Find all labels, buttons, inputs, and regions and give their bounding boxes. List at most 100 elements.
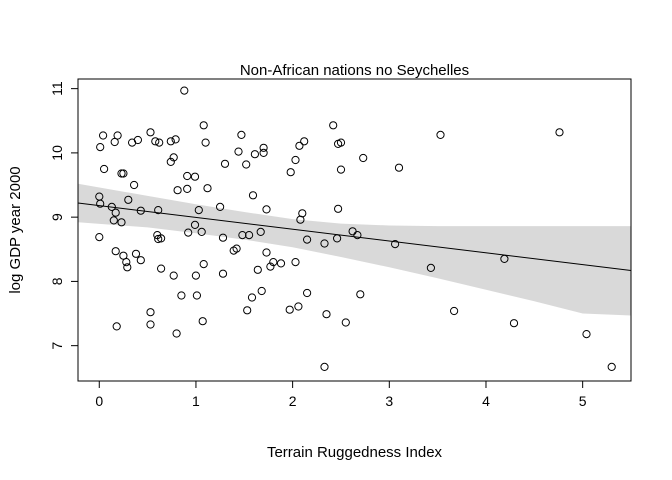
data-point: [450, 306, 459, 316]
data-point: [117, 218, 126, 227]
data-point: [190, 220, 200, 229]
data-point: [171, 135, 180, 144]
data-point: [113, 131, 122, 140]
data-point: [303, 235, 312, 244]
data-point: [173, 186, 182, 195]
data-point: [146, 308, 155, 317]
data-point: [133, 135, 142, 145]
data-point: [555, 128, 564, 137]
data-point: [391, 240, 400, 249]
data-point: [107, 202, 116, 211]
data-point: [303, 288, 312, 298]
data-point: [172, 329, 181, 338]
data-point: [250, 150, 259, 159]
data-point: [247, 293, 257, 302]
data-point: [237, 130, 246, 139]
data-point: [151, 137, 160, 146]
data-point: [607, 362, 616, 371]
data-point: [154, 206, 163, 215]
data-point: [259, 143, 268, 152]
data-point: [294, 302, 303, 311]
data-point: [509, 319, 519, 328]
y-tick-label: 10: [49, 145, 65, 161]
data-point: [157, 264, 166, 273]
data-point: [203, 184, 212, 193]
data-point: [426, 263, 435, 272]
data-point: [166, 157, 175, 166]
y-tick-label: 7: [49, 342, 65, 350]
x-axis-label: Terrain Ruggedness Index: [267, 444, 443, 461]
data-point: [111, 208, 120, 217]
data-point: [291, 155, 300, 165]
data-point: [169, 153, 178, 162]
data-point: [333, 234, 342, 243]
data-point: [146, 128, 155, 137]
data-point: [243, 306, 252, 315]
data-point: [216, 202, 225, 211]
data-point: [262, 248, 271, 257]
data-point: [192, 291, 201, 300]
data-point: [359, 153, 368, 163]
data-point: [582, 330, 591, 339]
y-axis-label: log GDP year 2000: [7, 166, 24, 293]
data-point: [96, 143, 105, 152]
data-point: [218, 269, 228, 278]
data-point: [436, 130, 445, 139]
x-tick-label: 2: [289, 393, 297, 409]
data-point: [234, 147, 243, 156]
data-point: [157, 234, 166, 243]
x-tick-label: 5: [579, 393, 587, 409]
data-point: [122, 258, 131, 267]
chart-title: Non-African nations no Seychelles: [240, 62, 469, 79]
data-point: [256, 227, 265, 236]
data-point: [500, 254, 509, 263]
data-point: [201, 138, 210, 147]
data-point: [322, 310, 331, 319]
data-point: [276, 259, 286, 268]
data-point: [320, 362, 329, 371]
data-point: [353, 231, 362, 240]
data-point: [291, 258, 300, 267]
data-point: [262, 205, 271, 214]
data-point: [146, 320, 155, 329]
data-point: [269, 258, 278, 267]
data-point: [285, 305, 294, 314]
data-point: [136, 256, 145, 265]
data-point: [177, 291, 186, 300]
data-point: [95, 233, 104, 242]
data-point: [253, 265, 262, 274]
data-point: [232, 244, 241, 253]
data-point: [154, 234, 163, 244]
data-point: [110, 137, 119, 147]
y-tick-label: 9: [49, 213, 65, 221]
data-point: [296, 215, 305, 224]
data-point: [266, 262, 275, 271]
data-point: [183, 171, 192, 181]
data-point: [183, 184, 192, 193]
data-point: [112, 322, 121, 331]
data-point: [190, 172, 200, 181]
data-point: [334, 204, 343, 213]
data-point: [155, 138, 164, 147]
data-point: [199, 121, 208, 130]
x-tick-label: 3: [385, 393, 393, 409]
data-point: [194, 206, 203, 215]
data-point: [99, 131, 108, 140]
data-point: [111, 247, 120, 256]
data-point: [199, 260, 208, 269]
data-point: [218, 233, 228, 242]
data-point: [197, 227, 206, 236]
data-point: [320, 239, 329, 248]
data-point: [356, 290, 365, 299]
data-point: [131, 249, 141, 258]
data-point: [169, 271, 178, 280]
x-axis: 0 1 2 3 4 5: [95, 380, 587, 409]
data-point: [341, 318, 350, 327]
data-point: [245, 231, 254, 240]
data-point: [119, 169, 128, 178]
data-point: [180, 86, 189, 95]
y-tick-label: 8: [49, 277, 65, 285]
y-tick-label: 11: [49, 81, 65, 96]
y-axis: 7 8 9 10 11: [49, 81, 79, 350]
data-point: [96, 199, 105, 208]
